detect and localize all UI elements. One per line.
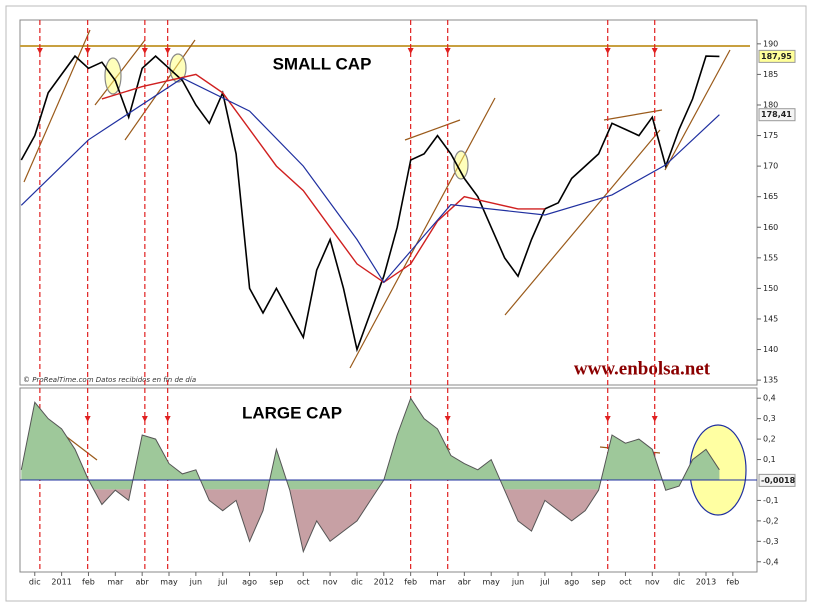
- value-marker: [758, 49, 796, 63]
- y-tick-label: -0,1: [763, 496, 779, 505]
- y-tick-label: -0,4: [763, 557, 779, 566]
- x-tick-label: may: [160, 578, 178, 587]
- x-tick-label: sep: [592, 578, 606, 587]
- x-tick-label: oct: [297, 578, 309, 587]
- signal-arrow: [141, 416, 148, 422]
- series-line: [20, 54, 720, 353]
- y-tick-label: 170: [763, 162, 778, 171]
- series-line: [101, 73, 545, 284]
- value-marker-label: 178,41: [761, 110, 792, 119]
- value-marker: [758, 108, 796, 122]
- y-tick-label: 160: [763, 223, 778, 232]
- chart-title: LARGE CAP: [242, 403, 342, 422]
- y-tick-label: 180: [763, 100, 778, 109]
- value-marker: [758, 473, 796, 487]
- value-marker-label: 187,95: [761, 52, 792, 61]
- x-tick-label: feb: [404, 578, 417, 587]
- x-tick-label: dic: [29, 578, 41, 587]
- x-tick-label: jun: [511, 578, 524, 587]
- x-tick-label: mar: [430, 578, 447, 587]
- x-tick-label: 2012: [374, 578, 394, 587]
- x-tick-label: abr: [136, 578, 150, 587]
- signal-arrow: [444, 48, 451, 54]
- x-tick-label: nov: [323, 578, 338, 587]
- area-negative: [93, 489, 669, 552]
- y-tick-label: 150: [763, 284, 778, 293]
- y-tick-label: -0,2: [763, 516, 779, 525]
- x-tick-label: 2011: [51, 578, 71, 587]
- series-line: [20, 77, 720, 284]
- x-tick-label: jul: [539, 578, 550, 587]
- x-tick-label: 2013: [696, 578, 716, 587]
- watermark: www.enbolsa.net: [574, 358, 711, 379]
- x-tick-label: nov: [645, 578, 660, 587]
- y-tick-label: 140: [763, 345, 778, 354]
- signal-arrow: [604, 416, 611, 422]
- x-tick-label: feb: [82, 578, 95, 587]
- signal-arrow: [651, 416, 658, 422]
- x-tick-label: ago: [564, 578, 579, 587]
- x-tick-label: ago: [242, 578, 257, 587]
- signal-arrow: [164, 48, 171, 54]
- value-marker-label: -0,0018: [761, 476, 796, 485]
- y-tick-label: 165: [763, 192, 778, 201]
- signal-arrow: [164, 416, 171, 422]
- x-tick-label: sep: [269, 578, 283, 587]
- x-tick-label: abr: [458, 578, 472, 587]
- y-tick-label: 0,2: [763, 435, 776, 444]
- x-tick-label: oct: [619, 578, 631, 587]
- source-note: © ProRealTime.com Datos recibidos en fin…: [23, 376, 196, 384]
- signal-arrow: [651, 48, 658, 54]
- signal-arrow: [604, 48, 611, 54]
- y-tick-label: 190: [763, 39, 778, 48]
- top-panel: [19, 19, 758, 386]
- y-tick-label: 135: [763, 376, 778, 385]
- y-tick-label: -0,3: [763, 537, 779, 546]
- chart-title: SMALL CAP: [273, 54, 372, 73]
- x-tick-label: jul: [217, 578, 228, 587]
- y-tick-label: 0,4: [763, 394, 776, 403]
- y-tick-label: 0,1: [763, 455, 776, 464]
- x-tick-label: dic: [673, 578, 685, 587]
- x-tick-label: dic: [351, 578, 363, 587]
- signal-arrow: [84, 416, 91, 422]
- x-tick-label: mar: [107, 578, 124, 587]
- signal-arrow: [407, 48, 414, 54]
- y-tick-label: 175: [763, 131, 778, 140]
- y-tick-label: 0,3: [763, 414, 776, 423]
- signal-arrow: [36, 48, 43, 54]
- trend-lines: [20, 29, 750, 516]
- y-tick-label: 155: [763, 253, 778, 262]
- series-line: [20, 397, 720, 554]
- x-tick-label: jun: [189, 578, 202, 587]
- signal-arrow: [141, 48, 148, 54]
- signal-arrow: [84, 48, 91, 54]
- y-tick-label: 185: [763, 70, 778, 79]
- x-tick-label: feb: [726, 578, 739, 587]
- signal-arrow: [444, 416, 451, 422]
- y-tick-label: 145: [763, 314, 778, 323]
- x-tick-label: may: [482, 578, 500, 587]
